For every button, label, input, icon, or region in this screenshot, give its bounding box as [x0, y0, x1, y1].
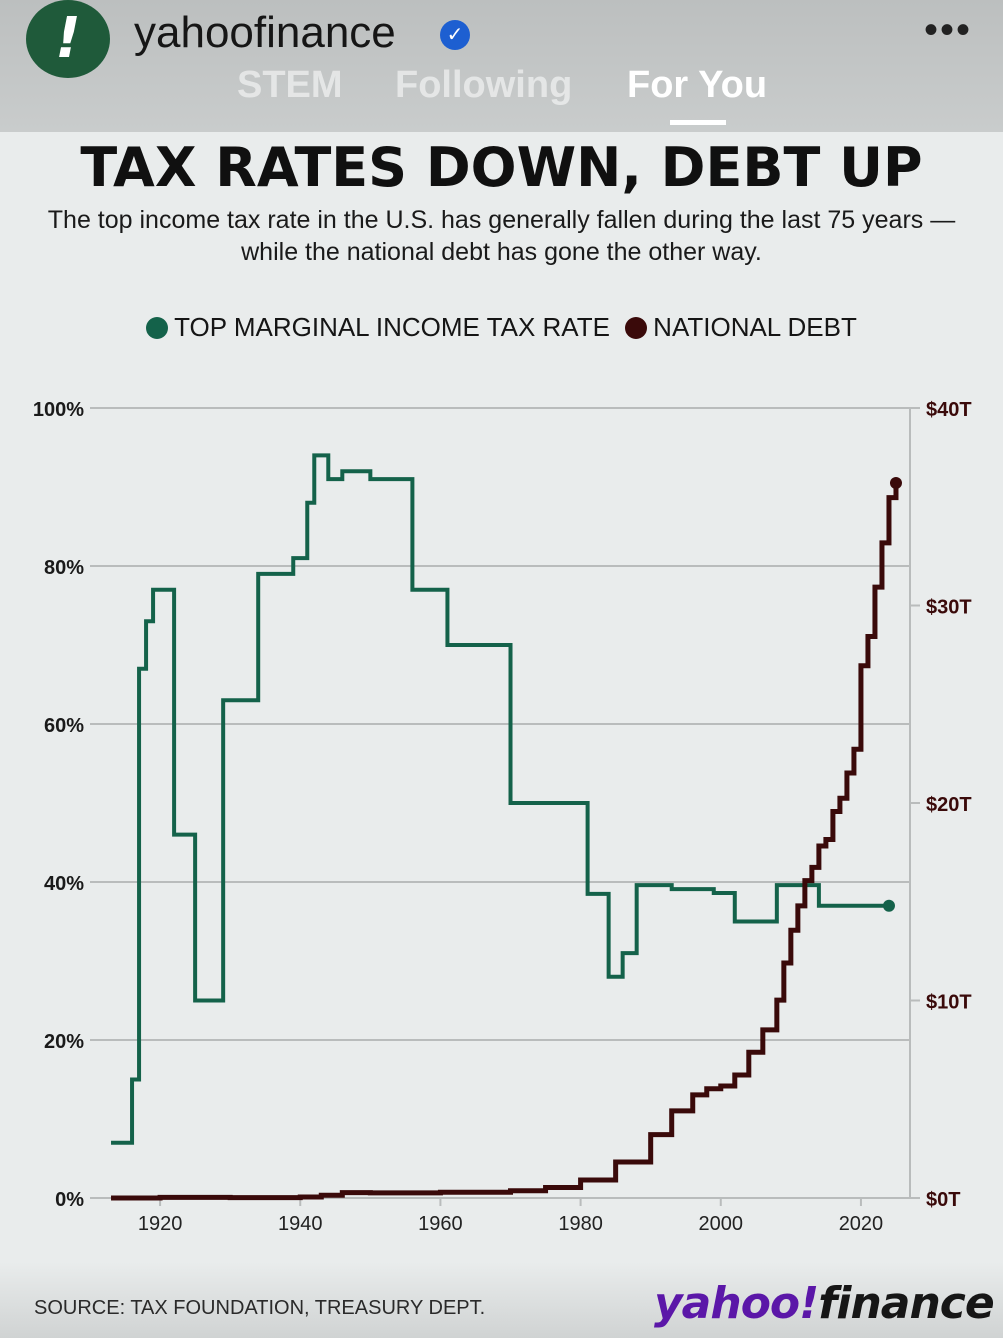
ellipsis-icon[interactable]: •••: [924, 8, 973, 52]
legend-label-debt: NATIONAL DEBT: [653, 312, 857, 342]
series-lines: [111, 453, 902, 1201]
grid-lines: [90, 407, 920, 1206]
footer-bar: [0, 1262, 1003, 1338]
y-left-tick-label: 20%: [44, 1031, 84, 1053]
series-endpoint-tax-rate: [882, 899, 895, 912]
active-tab-indicator: [670, 120, 726, 125]
chart-plot: 0% 20% 40% 60% 80% 100% $0T $10T $20T $30T $40T 192…: [33, 399, 972, 1235]
source-note: SOURCE: TAX FOUNDATION, TREASURY DEPT.: [34, 1297, 486, 1319]
tab-for-you[interactable]: For You: [627, 64, 768, 106]
y-right-tick-label: $20T: [926, 794, 972, 816]
y-right-tick-label: $40T: [926, 399, 972, 421]
axis-labels: 0% 20% 40% 60% 80% 100% $0T $10T $20T $30T $40T 192…: [33, 399, 972, 1235]
tab-stem[interactable]: STEM: [237, 64, 343, 106]
x-tick-label: 2020: [839, 1213, 884, 1235]
legend-item-debt: NATIONAL DEBT: [625, 312, 857, 343]
x-tick-label: 1980: [558, 1213, 603, 1235]
chart-title: TAX RATES DOWN, DEBT UP: [80, 136, 923, 199]
y-left-tick-label: 60%: [44, 715, 84, 737]
legend-marker-tax-rate: [146, 317, 169, 339]
legend-label-tax-rate: TOP MARGINAL INCOME TAX RATE: [174, 312, 610, 342]
legend-marker-debt: [625, 317, 648, 339]
yahoo-finance-logo: yahoo!finance: [654, 1278, 995, 1329]
logo-finance: finance: [818, 1278, 994, 1329]
account-name[interactable]: yahoofinance: [134, 8, 396, 57]
logo-yahoo: yahoo: [654, 1278, 800, 1329]
y-left-tick-label: 80%: [44, 557, 84, 579]
x-tick-label: 1940: [278, 1213, 323, 1235]
account-avatar[interactable]: !: [26, 0, 110, 78]
legend-item-tax-rate: TOP MARGINAL INCOME TAX RATE: [146, 312, 610, 343]
y-right-tick-label: $10T: [926, 992, 972, 1014]
y-left-tick-label: 0%: [55, 1189, 84, 1211]
x-tick-label: 2000: [699, 1213, 744, 1235]
series-endpoint-debt: [889, 477, 902, 490]
tab-following[interactable]: Following: [395, 64, 573, 106]
series-line-tax-rate: [111, 453, 889, 1145]
x-tick-label: 1960: [418, 1213, 463, 1235]
chart-subtitle: The top income tax rate in the U.S. has …: [47, 206, 956, 266]
x-tick-label: 1920: [138, 1213, 183, 1235]
logo-bang: !: [799, 1278, 819, 1329]
app-header: [0, 0, 1003, 132]
series-line-debt: [111, 483, 899, 1201]
chart-legend: TOP MARGINAL INCOME TAX RATE NATIONAL DE…: [0, 312, 1003, 343]
verified-badge-icon: ✓: [440, 20, 470, 50]
y-left-tick-label: 40%: [44, 873, 84, 895]
y-left-tick-label: 100%: [33, 399, 84, 421]
y-right-tick-label: $0T: [926, 1189, 960, 1211]
y-right-tick-label: $30T: [926, 597, 972, 619]
avatar-glyph: !: [55, 6, 81, 71]
